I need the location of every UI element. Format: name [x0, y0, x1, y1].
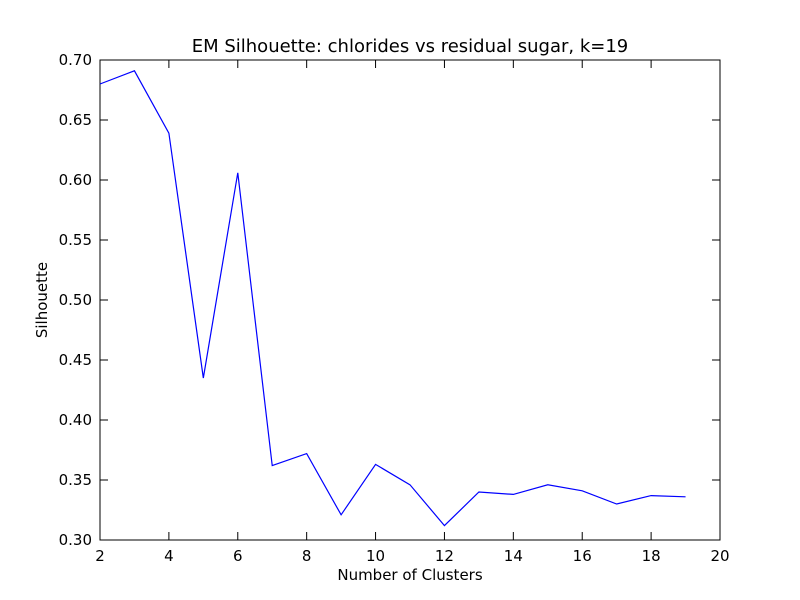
x-tick-label: 10 [366, 547, 385, 565]
axis-ticks [99, 59, 721, 541]
x-tick-label: 20 [710, 547, 729, 565]
x-tick-label: 6 [233, 547, 243, 565]
x-tick-labels: 2 4 6 8 10 12 14 16 18 20 [95, 547, 729, 565]
y-tick-label: 0.70 [59, 51, 92, 69]
chart-title: EM Silhouette: chlorides vs residual sug… [192, 36, 629, 57]
y-axis-label: Silhouette [33, 262, 51, 338]
y-tick-label: 0.40 [59, 411, 92, 429]
x-tick-label: 18 [642, 547, 661, 565]
y-tick-label: 0.45 [59, 351, 92, 369]
x-tick-label: 14 [504, 547, 523, 565]
x-tick-label: 8 [302, 547, 312, 565]
y-tick-label: 0.35 [59, 471, 92, 489]
x-tick-label: 2 [95, 547, 105, 565]
plot-area-frame [99, 59, 721, 541]
x-tick-label: 12 [435, 547, 454, 565]
y-tick-label: 0.60 [59, 171, 92, 189]
series-line [99, 70, 686, 527]
y-tick-label: 0.30 [59, 531, 92, 549]
x-tick-label: 16 [573, 547, 592, 565]
y-tick-label: 0.50 [59, 291, 92, 309]
x-axis-label: Number of Clusters [337, 566, 482, 584]
x-tick-label: 4 [164, 547, 174, 565]
y-tick-label: 0.55 [59, 231, 92, 249]
series-group [99, 70, 686, 527]
y-tick-label: 0.65 [59, 111, 92, 129]
y-tick-labels: 0.30 0.35 0.40 0.45 0.50 0.55 0.60 0.65 0.70 [59, 51, 92, 549]
